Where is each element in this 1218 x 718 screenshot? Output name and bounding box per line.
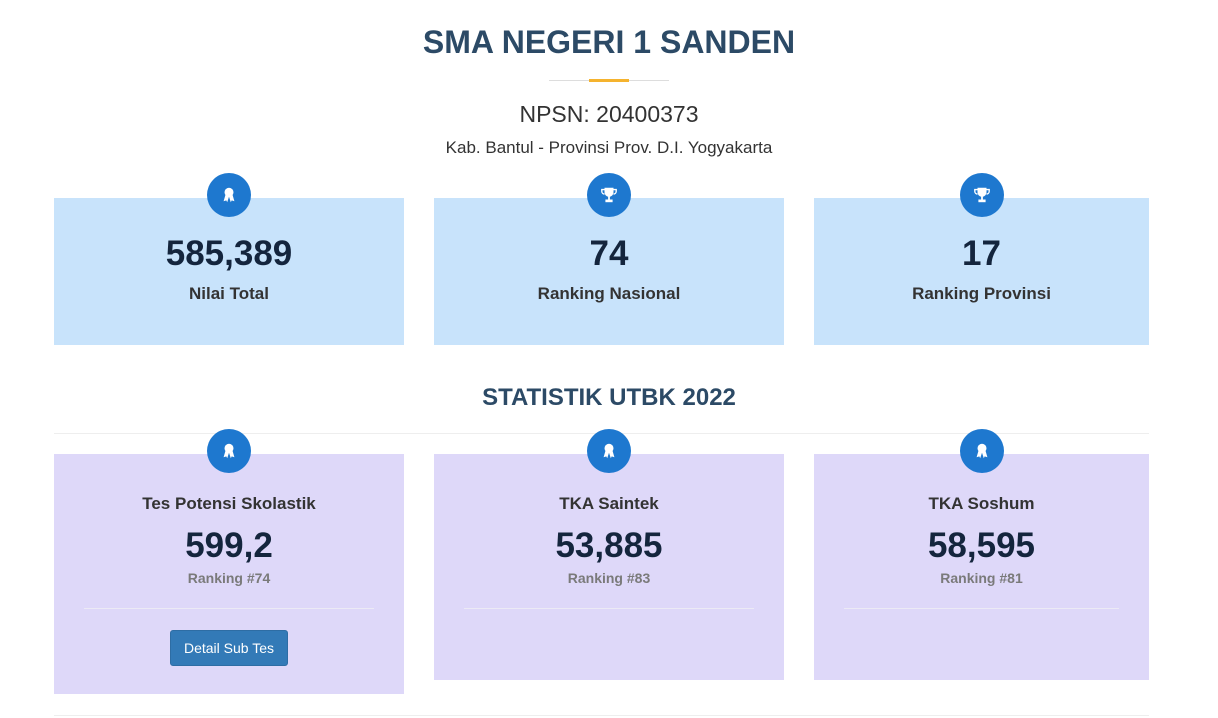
detail-sub-tes-button[interactable]: Detail Sub Tes — [169, 630, 288, 666]
bottom-divider — [54, 715, 1149, 716]
stat-card-soshum: TKA Soshum 58,595 Ranking #81 — [814, 429, 1149, 680]
award-icon — [207, 429, 251, 473]
stat-value: 53,885 — [555, 526, 663, 565]
stat-value: 599,2 — [185, 526, 273, 565]
card-divider — [844, 608, 1119, 609]
card-divider — [464, 608, 754, 609]
summary-card-ranking-provinsi: 17 Ranking Provinsi — [814, 173, 1149, 345]
stat-value: 58,595 — [927, 526, 1036, 565]
section-title: STATISTIK UTBK 2022 — [482, 384, 736, 411]
card-divider — [84, 608, 374, 609]
stat-card-saintek: TKA Saintek 53,885 Ranking #83 — [434, 429, 784, 680]
stat-card-tps: Tes Potensi Skolastik 599,2 Ranking #74 … — [54, 429, 404, 694]
stat-ranking: Ranking #74 — [187, 570, 271, 586]
page-title: SMA NEGERI 1 SANDEN — [422, 24, 796, 60]
award-icon — [959, 429, 1004, 473]
summary-label: Nilai Total — [189, 284, 269, 303]
summary-card-ranking-nasional: 74 Ranking Nasional — [434, 173, 784, 345]
title-divider-accent — [589, 79, 629, 82]
location: Kab. Bantul - Provinsi Prov. D.I. Yogyak… — [445, 138, 773, 157]
summary-value: 17 — [962, 234, 1001, 273]
award-icon — [587, 429, 631, 473]
stat-title: Tes Potensi Skolastik — [142, 494, 316, 513]
summary-value: 585,389 — [165, 234, 293, 273]
stat-title: TKA Soshum — [928, 494, 1035, 513]
trophy-icon — [959, 173, 1004, 217]
summary-label: Ranking Nasional — [537, 284, 681, 303]
stat-ranking: Ranking #81 — [940, 570, 1023, 586]
trophy-icon — [587, 173, 631, 217]
npsn: NPSN: 20400373 — [519, 101, 699, 127]
summary-value: 74 — [589, 234, 629, 273]
stat-title: TKA Saintek — [559, 494, 659, 513]
award-icon — [207, 173, 251, 217]
summary-card-nilai-total: 585,389 Nilai Total — [54, 173, 404, 345]
stat-ranking: Ranking #83 — [567, 570, 651, 586]
summary-label: Ranking Provinsi — [912, 284, 1051, 303]
